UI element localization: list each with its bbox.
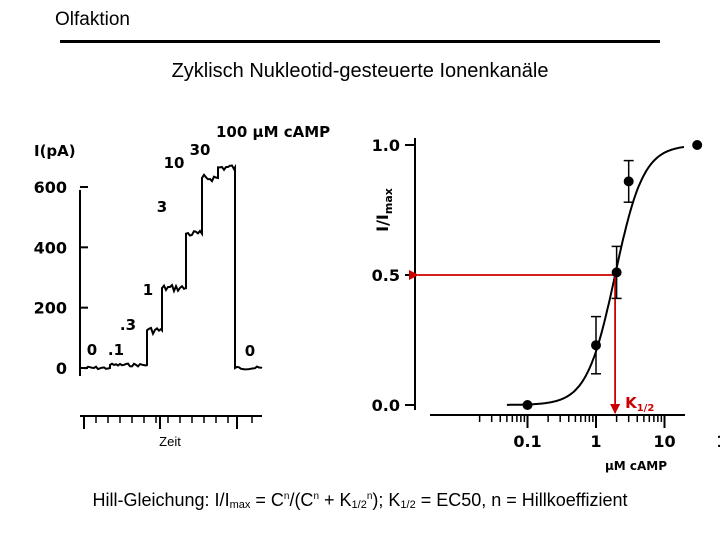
left-x-axis-label: Zeit xyxy=(159,434,181,449)
eq-imax-sub: max xyxy=(229,499,251,511)
data-point xyxy=(591,340,601,351)
data-point xyxy=(623,176,634,187)
right-y-tick-label: 0.0 xyxy=(372,396,400,415)
title-divider xyxy=(60,40,660,43)
eq-exp: n xyxy=(313,491,319,502)
eq-prefix: Hill-Gleichung: I/I xyxy=(92,490,230,510)
left-y-tick-label: 200 xyxy=(34,299,67,318)
left-y-tick-label: 0 xyxy=(56,359,67,378)
eq-rest: = EC50, n = Hillkoeffizient xyxy=(415,490,628,510)
data-point xyxy=(522,400,533,410)
concentration-step-label: 0 xyxy=(245,342,255,360)
dose-response-chart: 0.0 0.5 1.0 0.1 1 10 100 K1/2 I/Imax µM cAMP xyxy=(372,136,720,473)
right-x-tick-label: 10 xyxy=(653,432,675,451)
concentration-step-label: 1 xyxy=(143,281,153,299)
concentration-step-label: 30 xyxy=(190,141,211,159)
slide-title: Zyklisch Nukleotid-gesteuerte Ionenkanäl… xyxy=(171,60,549,82)
left-y-axis-label: I(pA) xyxy=(34,142,76,160)
eq-k-sub: 1/2 xyxy=(351,499,367,511)
eq-part: /(C xyxy=(289,490,314,510)
right-x-tick-label: 0.1 xyxy=(513,432,541,451)
right-x-tick-label: 1 xyxy=(590,432,601,451)
right-y-axis-label: I/Imax xyxy=(373,188,395,232)
left-y-tick-label: 400 xyxy=(34,238,67,257)
eq-part: = C xyxy=(250,490,284,510)
left-y-tick-label: 600 xyxy=(34,178,67,197)
current-trace xyxy=(82,163,263,371)
current-trace-chart: 0 200 400 600 0 .1 .3 1 3 10 30 0 I(pA) 100 µM cAM… xyxy=(34,123,331,449)
right-y-tick-label: 0.5 xyxy=(372,266,400,285)
eq-exp: n xyxy=(283,491,290,502)
concentration-step-label: .3 xyxy=(120,316,136,334)
right-x-tick-label: 100 xyxy=(716,432,720,451)
eq-k-sub: 1/2 xyxy=(400,499,416,511)
right-y-tick-label: 1.0 xyxy=(372,136,400,155)
concentration-step-label: .1 xyxy=(108,341,124,359)
slide-topic: Olfaktion xyxy=(55,9,130,30)
concentration-step-label: 0 xyxy=(87,341,97,359)
right-x-axis-label: µM cAMP xyxy=(605,459,667,473)
data-point xyxy=(611,267,622,278)
concentration-step-label: 10 xyxy=(164,154,185,172)
k-half-label: K1/2 xyxy=(625,394,654,414)
left-chart-title: 100 µM cAMP xyxy=(216,123,330,141)
concentration-step-label: 3 xyxy=(157,198,167,216)
eq-part: + K xyxy=(319,490,352,510)
hill-equation: Hill-Gleichung: I/Imax = Cn/(Cn + K1/2n)… xyxy=(0,490,720,511)
eq-part: ); K xyxy=(372,490,401,510)
data-point xyxy=(692,140,703,150)
eq-exp: n xyxy=(366,491,373,502)
